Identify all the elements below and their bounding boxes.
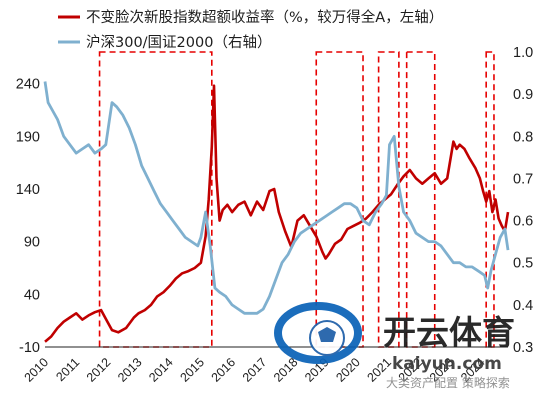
legend-label-series-1: 不变脸次新股指数超额收益率（%，较万得全A，左轴）: [86, 8, 443, 26]
watermark-domain: kaiyun.com: [392, 354, 502, 374]
x-tick-label: 2011: [53, 355, 82, 384]
x-tick-label: 2010: [22, 355, 52, 385]
y-left-tick-label: 90: [24, 235, 40, 251]
y-right-tick-label: 1.0: [513, 45, 533, 61]
series-lines: [43, 81, 510, 343]
x-tick-label: 2015: [177, 355, 207, 385]
x-tick-label: 2016: [209, 355, 239, 385]
y-right-tick-label: 0.7: [513, 171, 533, 187]
highlight-box-3: [377, 51, 400, 348]
x-tick-label: 2017: [240, 355, 270, 385]
y-left-tick-label: 240: [16, 77, 40, 93]
y-left-tick-label: 140: [16, 182, 40, 198]
y-left-tick-label: -10: [19, 340, 40, 356]
y-right-tick-label: 0.8: [513, 129, 533, 145]
x-tick-label: 2014: [146, 355, 176, 385]
series-line-1: [44, 84, 510, 343]
series-line-2: [43, 81, 510, 315]
watermark-ball-pattern: [318, 327, 336, 342]
watermark-caption: 大类资产配置 策略探索: [386, 375, 510, 390]
x-tick-label: 2013: [115, 355, 145, 385]
y-left-tick-label: 190: [16, 129, 40, 145]
y-right-tick-label: 0.4: [513, 298, 533, 314]
y-right-tick-label: 0.5: [513, 256, 533, 272]
x-tick-label: 2012: [84, 355, 114, 385]
watermark-logo-ring: [274, 302, 362, 364]
y-left-tick-label: 40: [24, 287, 40, 303]
legend: 不变脸次新股指数超额收益率（%，较万得全A，左轴） 沪深300/国证2000（右…: [58, 8, 443, 51]
legend-label-series-2: 沪深300/国证2000（右轴）: [86, 34, 271, 51]
highlight-box-5: [485, 51, 495, 348]
y-right-tick-label: 0.6: [513, 214, 533, 230]
y-right-tick-label: 0.9: [513, 87, 533, 103]
watermark-brand: 开云体育: [383, 313, 515, 352]
watermark: 开云体育 kaiyun.com 大类资产配置 策略探索: [274, 302, 515, 390]
highlight-box-1: [98, 51, 213, 348]
highlight-box-4: [405, 51, 436, 348]
y-right-tick-label: 0.3: [513, 340, 533, 356]
